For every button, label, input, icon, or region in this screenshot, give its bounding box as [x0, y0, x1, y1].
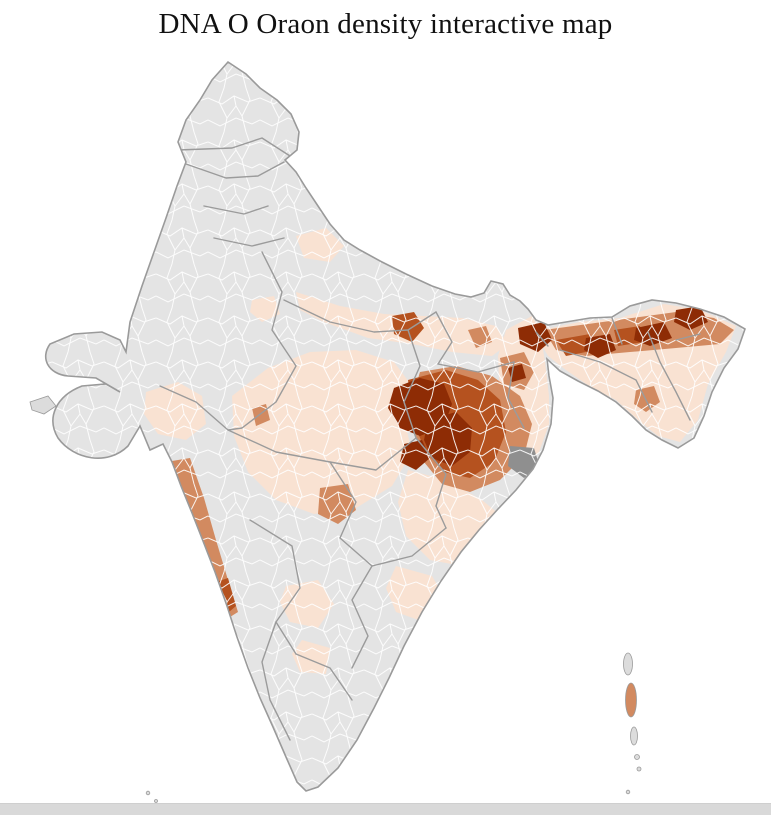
lakshadweep-islet[interactable]	[145, 790, 151, 796]
nicobar-island[interactable]	[625, 789, 631, 795]
andaman-island-north[interactable]	[623, 652, 633, 676]
lakshadweep-islet[interactable]	[154, 799, 158, 803]
andaman-island-south[interactable]	[630, 726, 638, 746]
kutch-islet[interactable]	[29, 395, 57, 415]
nicobar-island[interactable]	[634, 754, 640, 760]
horizontal-scrollbar[interactable]	[0, 803, 771, 815]
nicobar-island[interactable]	[636, 766, 642, 772]
islands	[29, 395, 642, 803]
andaman-island-middle[interactable]	[625, 682, 637, 718]
page-title: DNA O Oraon density interactive map	[158, 8, 613, 40]
